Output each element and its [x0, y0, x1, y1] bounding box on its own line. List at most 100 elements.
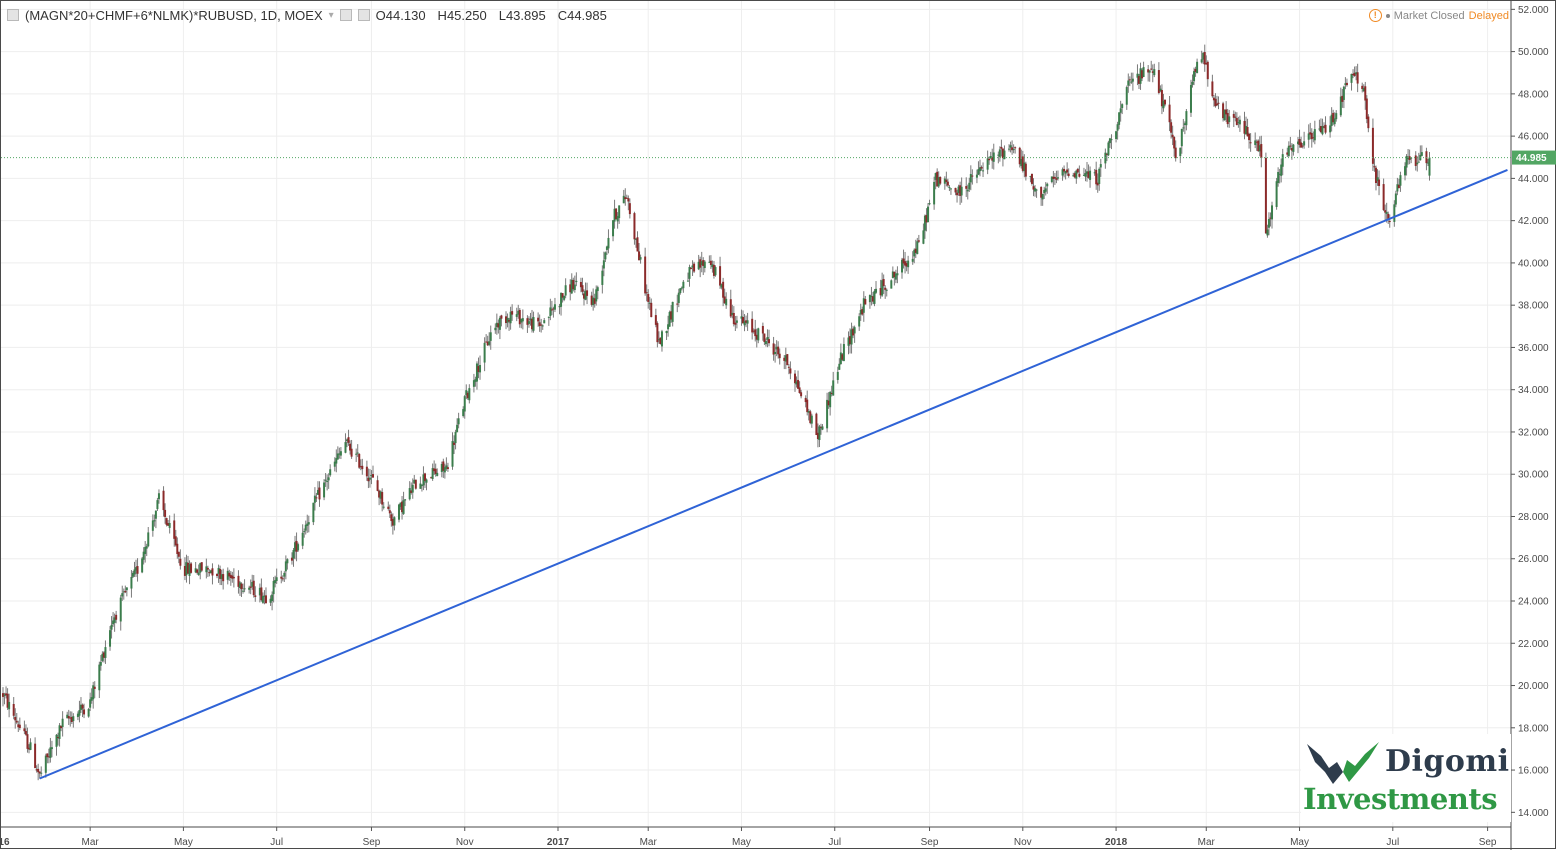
- candle-up: [1237, 122, 1240, 124]
- candle-up: [294, 542, 297, 552]
- candle-up: [1179, 147, 1182, 157]
- candle-down: [252, 580, 255, 596]
- candle-down: [1000, 146, 1003, 149]
- candle-down: [376, 480, 379, 491]
- candle-down: [391, 519, 394, 526]
- price-tick-label: 24.000: [1518, 597, 1549, 608]
- candle-down: [281, 578, 284, 580]
- candle-down: [486, 341, 489, 346]
- candle-up: [1281, 154, 1284, 167]
- candle-down: [164, 509, 167, 517]
- candle-up: [960, 186, 963, 196]
- candle-down: [1018, 147, 1021, 165]
- candle-up: [479, 365, 482, 373]
- candle-up: [743, 321, 746, 326]
- trendline[interactable]: [39, 169, 1508, 780]
- candle-up: [875, 288, 878, 293]
- candle-down: [633, 213, 636, 240]
- candle-up: [1292, 144, 1295, 152]
- candle-up: [425, 479, 428, 483]
- candle-up: [708, 261, 711, 263]
- symbol-title[interactable]: (MAGN*20+CHMF+6*NLMK)*RUBUSD, 1D, MOEX: [25, 7, 323, 23]
- candle-up: [40, 772, 43, 774]
- candle-down: [783, 357, 786, 361]
- candle-down: [864, 299, 867, 305]
- hide-icon[interactable]: [357, 9, 370, 21]
- candle-up: [72, 716, 75, 722]
- candle-down: [645, 292, 648, 294]
- collapse-icon[interactable]: [7, 9, 19, 21]
- dropdown-icon[interactable]: ▾: [328, 9, 334, 21]
- candle-down: [228, 572, 231, 577]
- candle-up: [142, 551, 145, 560]
- candle-down: [57, 736, 60, 738]
- candle-down: [1170, 122, 1173, 133]
- candle-down: [23, 728, 26, 732]
- candle-down: [505, 316, 508, 324]
- candle-down: [93, 686, 96, 689]
- candle-down: [1234, 116, 1237, 118]
- candle-up: [1329, 125, 1332, 133]
- candle-up: [506, 317, 509, 323]
- candle-up: [1075, 170, 1078, 179]
- candle-up: [667, 324, 670, 330]
- candle-up: [691, 265, 694, 268]
- candle-up: [1130, 81, 1133, 83]
- candle-down: [702, 260, 705, 267]
- candle-up: [966, 189, 969, 192]
- candle-up: [923, 215, 926, 231]
- candle-down: [538, 322, 541, 327]
- candle-down: [466, 392, 469, 399]
- candle-down: [190, 563, 193, 573]
- candle-down: [477, 366, 480, 372]
- candle-up: [263, 595, 266, 597]
- price-tick-label: 36.000: [1518, 343, 1549, 354]
- candle-up: [839, 352, 842, 365]
- candle-up: [333, 461, 336, 467]
- candle-up: [1110, 139, 1113, 141]
- candle-down: [914, 248, 917, 253]
- candle-up: [326, 481, 329, 483]
- candle-up: [188, 564, 191, 576]
- candle-up: [131, 572, 134, 577]
- candle-down: [1212, 97, 1215, 101]
- candle-up: [564, 285, 567, 296]
- candle-down: [165, 518, 168, 525]
- candle-down: [723, 296, 726, 304]
- low-value: 43.895: [505, 7, 546, 23]
- candle-down: [115, 614, 118, 620]
- candle-up: [58, 725, 61, 739]
- candle-up: [1254, 140, 1257, 145]
- candle-up: [1399, 175, 1402, 186]
- price-tick-label: 42.000: [1518, 216, 1549, 227]
- candle-up: [145, 546, 148, 549]
- candle-down: [988, 158, 991, 161]
- candle-down: [793, 373, 796, 384]
- candle-down: [200, 562, 203, 571]
- candle-up: [810, 415, 813, 424]
- candle-up: [488, 341, 491, 345]
- candle-down: [414, 479, 417, 489]
- candle-down: [1073, 173, 1076, 178]
- candle-down: [38, 771, 41, 774]
- candle-up: [1099, 164, 1102, 168]
- candle-up: [87, 709, 90, 717]
- candle-up: [147, 532, 150, 547]
- settings-icon[interactable]: [339, 9, 352, 21]
- time-tick-label: Mar: [640, 837, 658, 848]
- price-tick-label: 50.000: [1518, 47, 1549, 58]
- candle-up: [475, 363, 478, 382]
- candle-down: [1322, 126, 1325, 128]
- candle-down: [590, 295, 593, 305]
- warning-icon[interactable]: !: [1368, 9, 1382, 22]
- candle-up: [740, 316, 743, 319]
- candle-up: [602, 260, 605, 269]
- candle-up: [370, 475, 373, 477]
- high-value: 45.250: [446, 7, 487, 23]
- candle-up: [1044, 188, 1047, 192]
- candle-up: [422, 474, 425, 486]
- candle-down: [179, 558, 182, 566]
- candle-up: [420, 484, 423, 487]
- candle-down: [81, 704, 84, 709]
